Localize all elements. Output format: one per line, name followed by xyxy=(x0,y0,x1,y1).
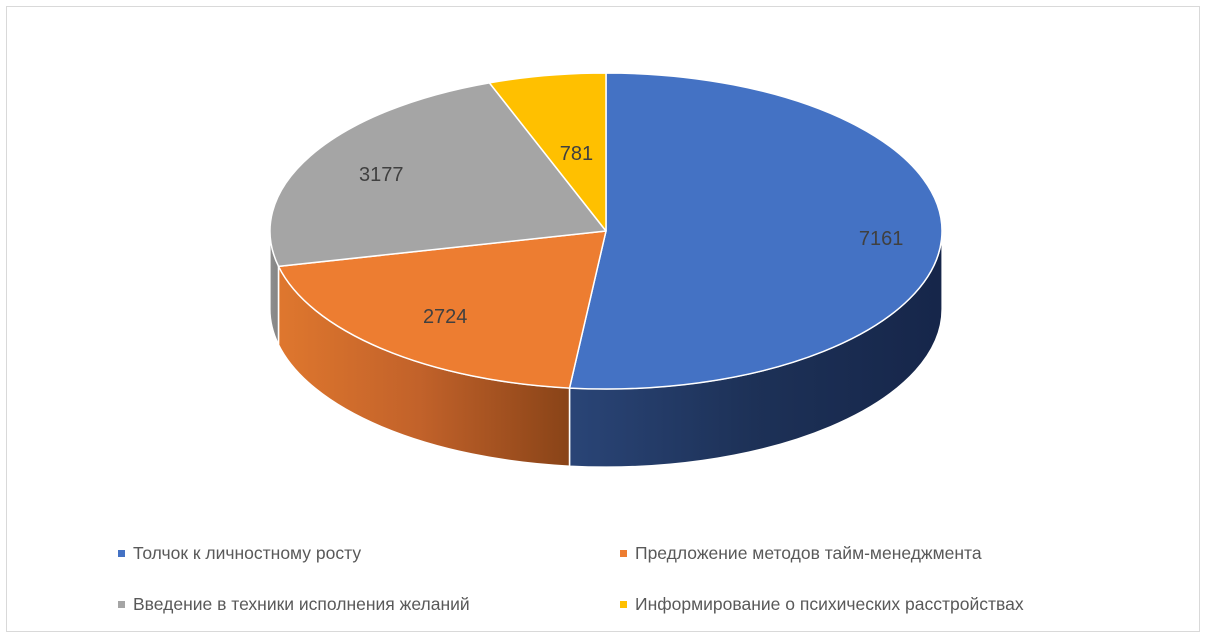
data-label-personal-growth: 7161 xyxy=(859,228,904,250)
data-label-wish-techniques: 3177 xyxy=(359,164,404,186)
slice-wish-techniques xyxy=(269,82,607,268)
slice-time-management xyxy=(277,230,607,389)
slice-mental-disorders xyxy=(488,72,607,232)
data-label-time-management: 2724 xyxy=(423,306,468,328)
data-label-mental-disorders: 781 xyxy=(560,143,593,165)
slice-personal-growth xyxy=(568,72,943,390)
